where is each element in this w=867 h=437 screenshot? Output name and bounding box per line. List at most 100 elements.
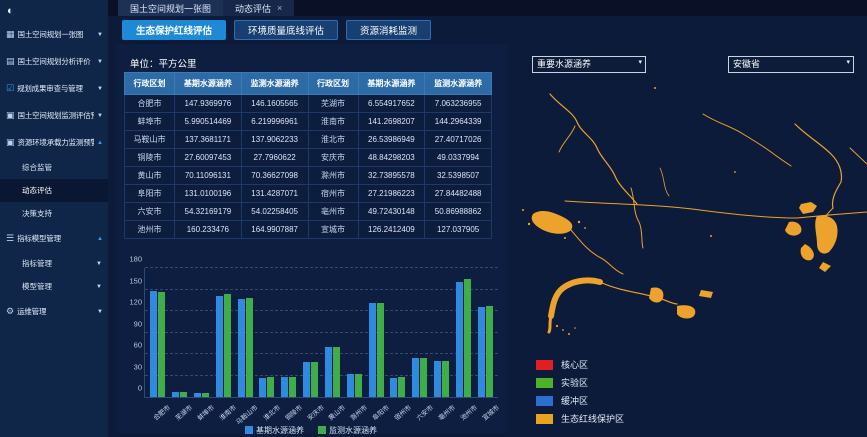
sidebar-item[interactable]: ▣国土空间规划监测评估预警▼ <box>0 102 108 129</box>
sidebar-subitem-label: 决策支持 <box>22 209 52 218</box>
bar-group[interactable] <box>365 268 387 397</box>
bar-group[interactable] <box>300 268 322 397</box>
legend-swatch <box>536 377 553 388</box>
value-cell: 146.1605565 <box>240 94 309 113</box>
chart-y-tick: 120 <box>129 297 142 307</box>
chart-x-tick: 淮南市 <box>212 400 237 422</box>
water-conservation-table: 行政区划 基期水源涵养 监测水源涵养 行政区划 基期水源涵养 监测水源涵养 合肥市 147.… <box>124 72 492 239</box>
map-legend-item: 生态红线保护区 <box>536 412 624 425</box>
tab-dynamic-evaluation[interactable]: 动态评估 × <box>223 0 295 16</box>
bar-group[interactable] <box>212 268 234 397</box>
sidebar-subitem[interactable]: 指标管理 ▼ <box>0 252 108 275</box>
chart-gridline <box>145 331 498 333</box>
sidebar-subitem-label: 指标管理 <box>22 259 52 268</box>
sidebar-item-label: 规划成果审查与管理 <box>17 84 83 93</box>
chart-x-tick: 滁州市 <box>343 400 369 422</box>
table-column-header: 行政区划 <box>124 72 175 95</box>
bar-group[interactable] <box>409 268 431 397</box>
bar-group[interactable] <box>387 268 409 397</box>
chevron-down-icon: ▼ <box>97 112 103 119</box>
bar-基期水源涵养 <box>215 295 223 397</box>
bar-group[interactable] <box>431 268 453 397</box>
table-column-header: 监测水源涵养 <box>240 72 309 95</box>
analysis-icon: ▤ <box>6 56 15 66</box>
map-canvas[interactable] <box>505 76 867 435</box>
sidebar-item[interactable]: ▣ 资源环境承载力监测预警 ▲ <box>0 129 108 156</box>
bar-group[interactable] <box>169 268 191 397</box>
chevron-down-icon: ▼ <box>97 308 103 315</box>
chart-gridline <box>145 310 498 311</box>
sidebar-item[interactable]: ⚙ 运维管理 ▼ <box>0 298 108 325</box>
bar-基期水源涵养 <box>194 392 202 397</box>
value-cell: 144.2964339 <box>424 112 492 131</box>
region-select[interactable]: 安徽省 <box>728 55 854 73</box>
legend-label: 核心区 <box>561 360 589 370</box>
value-cell: 6.554917652 <box>357 94 426 113</box>
table-column-header: 基期水源涵养 <box>357 72 426 95</box>
bar-group[interactable] <box>278 268 300 397</box>
bar-group[interactable] <box>322 268 344 397</box>
resource-monitor-button[interactable]: 资源消耗监测 <box>346 20 432 40</box>
region-cell: 阜阳市 <box>124 184 175 203</box>
sidebar-item[interactable]: ▤ 国土空间规划分析评价 ▼ <box>0 48 108 75</box>
bar-基期水源涵养 <box>433 361 441 397</box>
chart-x-tick: 马鞍山市 <box>234 400 259 426</box>
value-cell: 27.40717026 <box>424 130 492 149</box>
bar-group[interactable] <box>147 268 169 397</box>
bar-group[interactable] <box>256 268 278 397</box>
region-select-wrap: 安徽省 ▾ <box>728 54 854 73</box>
env-quality-eval-button[interactable]: 环境质量底线评估 <box>234 20 339 40</box>
bar-group[interactable] <box>452 268 474 397</box>
legend-item-base: 基期水源涵养 <box>245 425 304 436</box>
bar-group[interactable] <box>191 268 213 397</box>
chart-x-tick: 六安市 <box>409 400 434 422</box>
legend-swatch <box>536 359 553 370</box>
chart-x-tick: 阜阳市 <box>365 400 391 422</box>
close-icon[interactable]: × <box>277 3 283 13</box>
bar-监测水源涵养 <box>441 360 449 397</box>
sidebar-item[interactable]: ▦ 国土空间规划一张图 ▼ <box>0 21 108 48</box>
sidebar-subitem-label: 动态评估 <box>22 186 52 195</box>
checkbox-icon: ☑ <box>6 83 15 93</box>
table-row: 合肥市 147.9369976 146.1605565 芜湖市 6.554917652 7… <box>124 94 492 113</box>
layer-select[interactable]: 重要水源涵养 <box>532 55 646 73</box>
bar-group[interactable] <box>234 268 256 397</box>
value-cell: 131.4287071 <box>240 184 309 203</box>
eco-redline-eval-button[interactable]: 生态保护红线评估 <box>122 20 227 40</box>
chevron-down-icon: ▼ <box>96 260 102 267</box>
chevron-down-icon: ▼ <box>96 283 102 290</box>
unit-label: 单位：平方公里 <box>130 59 197 70</box>
sidebar-subitem[interactable]: 决策支持 <box>0 202 108 225</box>
bar-监测水源涵养 <box>376 302 384 397</box>
region-cell: 马鞍山市 <box>124 130 175 149</box>
main-area: 国土空间规划一张图 动态评估 × 生态保护红线评估 环境质量底线评估 资源消耗监… <box>108 0 867 437</box>
sidebar-item-label: 运维管理 <box>17 307 47 316</box>
bar-监测水源涵养 <box>245 298 253 397</box>
bar-group[interactable] <box>343 268 365 397</box>
sidebar-item-label: 资源环境承载力监测预警 <box>17 138 95 147</box>
gear-icon: ⚙ <box>6 306 15 316</box>
bar-监测水源涵养 <box>332 346 340 397</box>
region-cell: 合肥市 <box>124 94 175 113</box>
tab-guotu-map[interactable]: 国土空间规划一张图 <box>118 0 224 16</box>
sidebar-subitem[interactable]: 模型管理 ▼ <box>0 275 108 298</box>
sidebar-collapse-icon[interactable]: ◐ <box>7 5 14 17</box>
bar-group[interactable] <box>474 268 496 397</box>
sidebar-item[interactable]: ☰ 指标模型管理 ▲ <box>0 225 108 252</box>
value-cell: 141.2698207 <box>357 112 426 131</box>
legend-label: 基期水源涵养 <box>256 426 304 435</box>
chevron-down-icon: ▼ <box>97 85 103 92</box>
region-cell: 亳州市 <box>307 202 359 221</box>
region-cell: 宿州市 <box>307 184 359 203</box>
sidebar-item[interactable]: ☑ 规划成果审查与管理 ▼ <box>0 75 108 102</box>
value-cell: 27.60097453 <box>174 148 242 167</box>
chart-x-tick: 池州市 <box>452 400 478 422</box>
sidebar-subitem[interactable]: 综合监管 <box>0 156 108 179</box>
map-legend: 核心区 实验区 缓冲区 生态红线保护区 <box>536 358 624 430</box>
sidebar-subitem-label: 模型管理 <box>22 282 52 291</box>
bar-基期水源涵养 <box>455 282 463 397</box>
sidebar-subitem[interactable]: 动态评估 <box>0 179 108 202</box>
monitor-icon: ▣ <box>6 110 15 120</box>
region-cell: 滁州市 <box>307 166 359 185</box>
sidebar-item-label: 指标模型管理 <box>17 234 61 243</box>
